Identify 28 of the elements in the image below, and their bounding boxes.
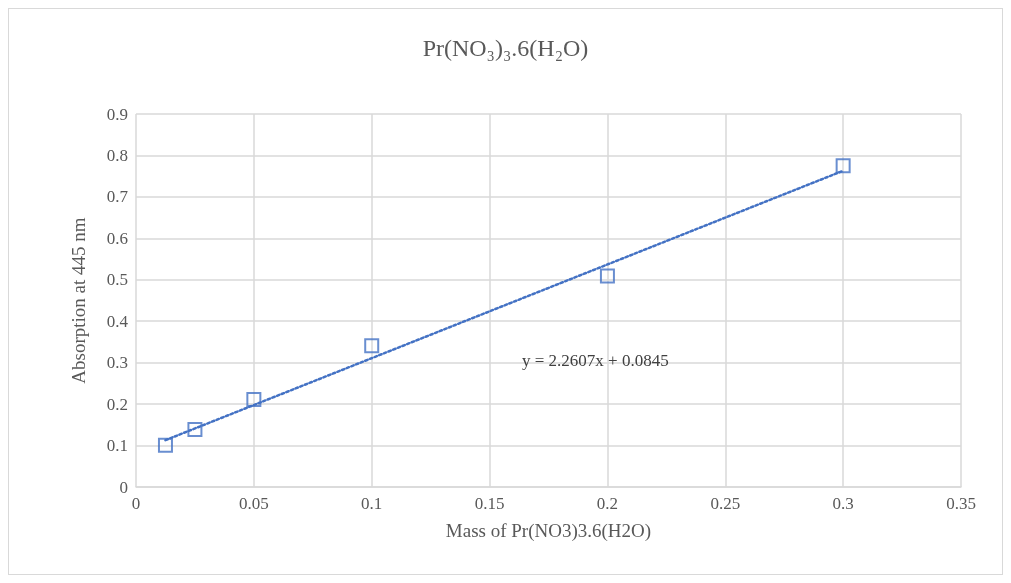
point <box>157 437 173 453</box>
point <box>246 392 262 408</box>
x-tick-label: 0.25 <box>710 494 741 513</box>
y-tick-label: 0 <box>119 477 128 497</box>
x-tick-label: 0.35 <box>946 494 976 513</box>
y-tick-label: 0.2 <box>106 394 128 414</box>
point <box>187 421 203 437</box>
x-tick-label: 0.05 <box>238 494 269 513</box>
y-tick-label: 0.3 <box>106 353 128 373</box>
x-tick-label: 0.3 <box>832 494 854 513</box>
y-tick-label: 0.6 <box>106 228 128 248</box>
point <box>835 158 851 174</box>
x-tick-label: 0.2 <box>596 494 619 513</box>
x-tick-label: 0.15 <box>474 494 505 513</box>
y-tick-label: 0.5 <box>106 270 128 290</box>
x-tick-label: 0 <box>131 494 141 513</box>
chart-title: Pr(NO₃)₃.6(H₂O) <box>422 35 589 61</box>
y-axis-title: Absorption at 445 nm <box>68 217 89 384</box>
x-axis-title: Mass of Pr(NO3)3.6(H2O) <box>445 520 652 542</box>
y-tick-label: 0.7 <box>106 187 129 207</box>
y-tick-label: 0.1 <box>106 436 128 456</box>
x-tick-label: 0.1 <box>361 494 383 513</box>
y-tick-label: 0.8 <box>106 145 128 165</box>
y-tick-label: 0.4 <box>106 311 129 331</box>
point <box>599 268 615 284</box>
annotation: y = 2.2607x + 0.0845 <box>522 351 669 370</box>
point <box>364 338 380 354</box>
y-tick-label: 0.9 <box>106 104 128 124</box>
